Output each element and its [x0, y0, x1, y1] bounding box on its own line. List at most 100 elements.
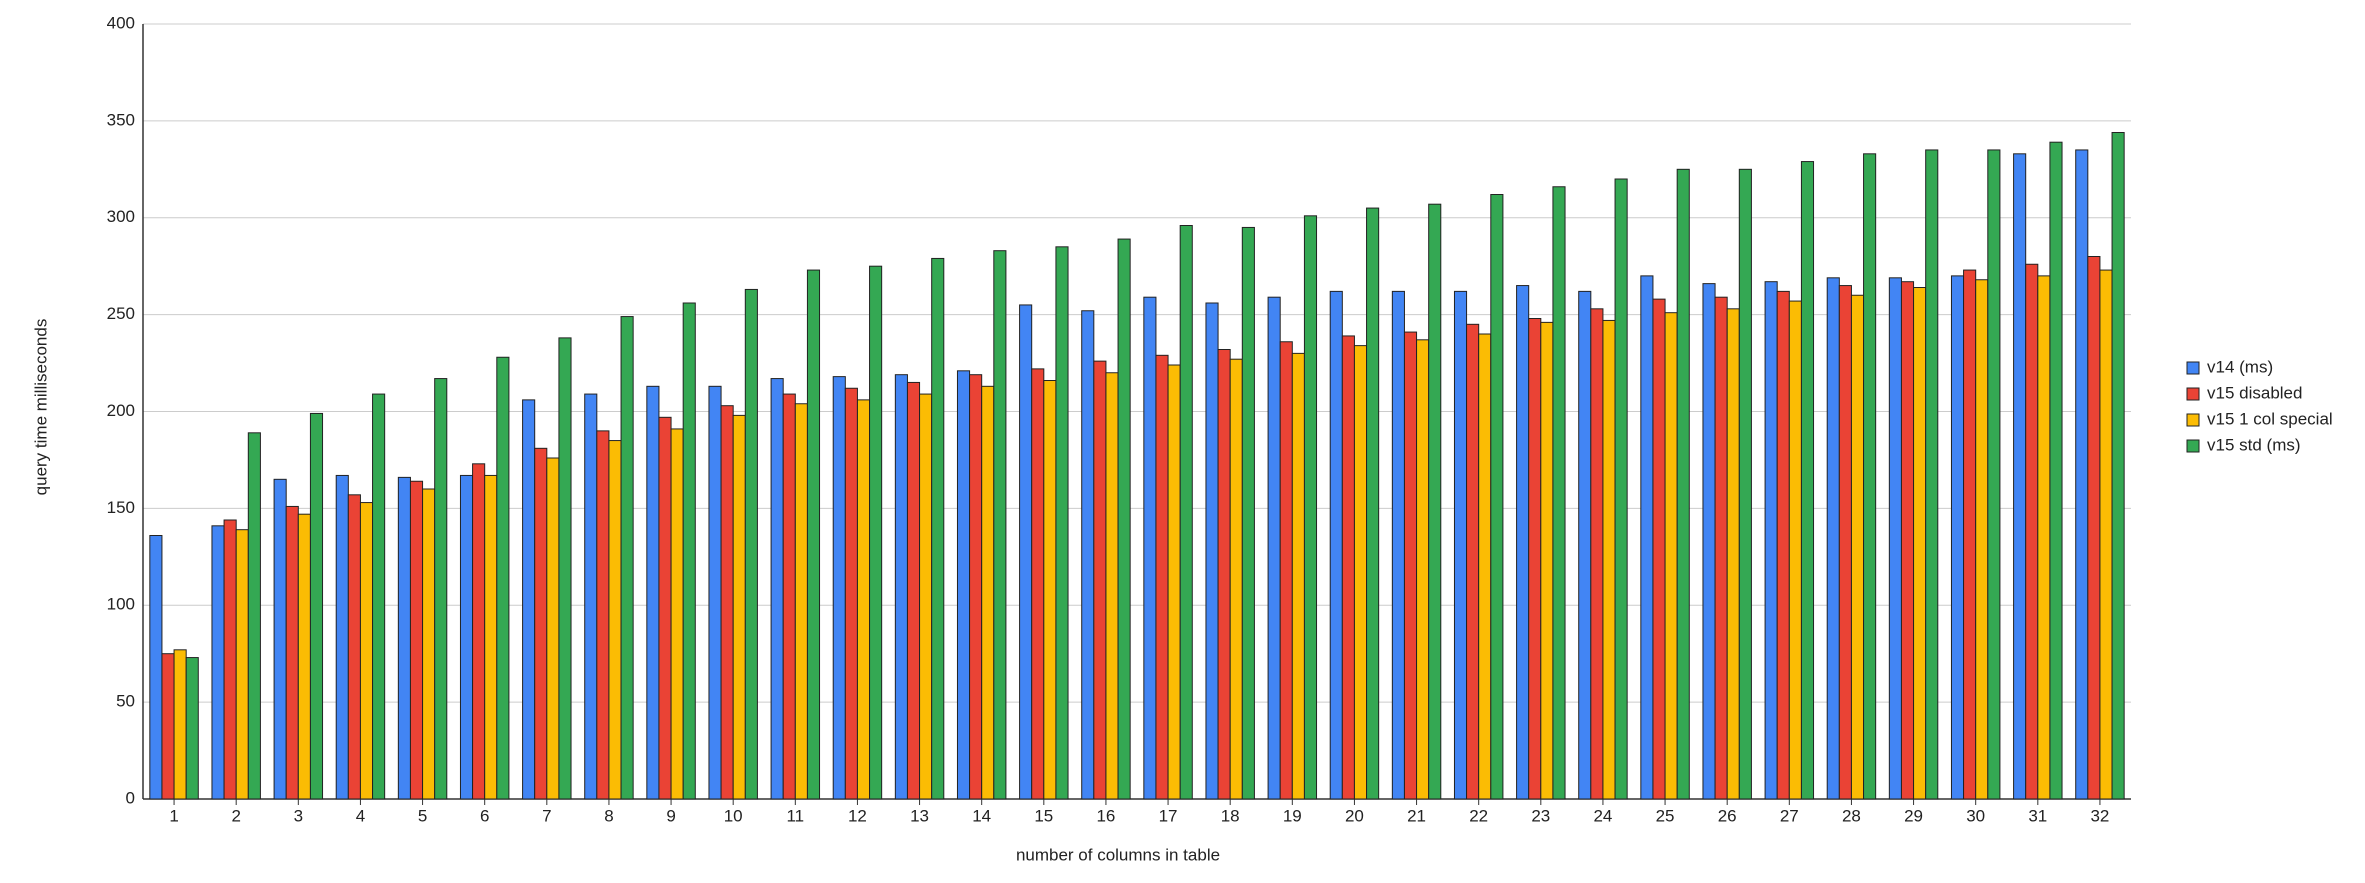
bar	[2025, 263, 2039, 800]
y-tick-label: 150	[107, 498, 135, 517]
bar	[1353, 345, 1368, 800]
bar	[522, 399, 536, 800]
bar	[1179, 225, 1193, 800]
legend-label: v15 1 col special	[2207, 409, 2333, 428]
x-tick-label: 30	[1966, 806, 1985, 825]
bar	[422, 488, 436, 800]
bar	[2037, 275, 2051, 800]
bar	[1726, 308, 1740, 800]
x-tick-label: 16	[1096, 806, 1115, 825]
bar	[1055, 246, 1069, 800]
bar	[2087, 256, 2101, 800]
bar	[1366, 207, 1380, 800]
bar	[2111, 132, 2125, 800]
bar	[223, 519, 237, 800]
bar	[1217, 349, 1231, 800]
bar	[1788, 300, 1802, 800]
x-tick-label: 15	[1034, 806, 1053, 825]
legend-label: v14 (ms)	[2207, 357, 2273, 376]
bar	[744, 288, 758, 800]
bar	[608, 440, 622, 800]
bar	[1303, 215, 1318, 800]
bar	[1516, 285, 1530, 800]
bar	[596, 430, 610, 800]
bar	[832, 376, 846, 800]
bar	[472, 463, 486, 800]
bar	[335, 474, 349, 800]
bar	[1540, 321, 1554, 800]
bar	[1403, 331, 1418, 800]
x-tick-label: 6	[480, 806, 489, 825]
x-tick-label: 20	[1345, 806, 1364, 825]
bar	[1850, 294, 1865, 800]
bar	[1963, 269, 1977, 800]
y-tick-label: 300	[107, 207, 135, 226]
bar	[297, 513, 311, 800]
bar	[1466, 323, 1480, 800]
bar	[1950, 275, 1965, 800]
legend-swatch	[2186, 387, 2200, 401]
y-tick-label: 50	[116, 692, 135, 711]
x-tick-label: 14	[972, 806, 991, 825]
bar	[1081, 310, 1095, 800]
y-tick-label: 200	[107, 401, 135, 420]
bar	[434, 378, 448, 800]
bar	[620, 316, 634, 800]
x-tick-label: 32	[2090, 806, 2109, 825]
x-tick-label: 27	[1780, 806, 1799, 825]
bar	[1143, 296, 1157, 800]
bar	[1329, 290, 1343, 800]
bar	[1826, 277, 1840, 800]
x-tick-label: 9	[666, 806, 675, 825]
bar	[546, 457, 560, 800]
bar	[459, 474, 474, 800]
bar	[1478, 333, 1492, 800]
x-tick-label: 25	[1656, 806, 1675, 825]
bar	[534, 447, 548, 800]
bar	[149, 535, 163, 800]
bar	[309, 412, 324, 800]
bar	[1578, 290, 1592, 800]
bar	[1291, 352, 1305, 800]
bar	[347, 494, 361, 800]
bar	[1229, 358, 1243, 800]
bar	[682, 302, 696, 800]
bar	[856, 399, 871, 800]
y-axis-title: query time milliseconds	[31, 319, 50, 496]
bar	[1279, 341, 1293, 800]
bar	[161, 653, 175, 800]
x-tick-label: 5	[418, 806, 427, 825]
bar	[770, 378, 784, 800]
bar	[1528, 318, 1542, 800]
bar	[1267, 296, 1281, 800]
x-axis-title: number of columns in table	[1016, 845, 1220, 864]
x-tick-label: 11	[786, 806, 804, 825]
bar	[1241, 226, 1255, 800]
bar	[1664, 312, 1678, 800]
bar	[235, 529, 249, 800]
bar	[372, 393, 386, 800]
x-tick-label: 19	[1283, 806, 1302, 825]
bar	[844, 387, 858, 800]
bar	[1391, 290, 1405, 800]
bar	[782, 393, 796, 800]
bar	[1776, 290, 1790, 800]
y-tick-label: 0	[126, 788, 135, 807]
legend-label: v15 std (ms)	[2207, 435, 2301, 454]
y-tick-label: 400	[107, 13, 135, 32]
bar	[1590, 308, 1604, 800]
bar	[1800, 161, 1815, 800]
bar	[1428, 203, 1442, 800]
bar	[1490, 194, 1504, 800]
bar	[1913, 287, 1927, 800]
x-tick-label: 18	[1221, 806, 1240, 825]
x-tick-label: 28	[1842, 806, 1861, 825]
x-tick-label: 3	[294, 806, 303, 825]
bar	[894, 374, 908, 800]
bar	[931, 257, 945, 800]
bar	[584, 393, 598, 800]
x-tick-label: 21	[1407, 806, 1426, 825]
bar	[1167, 364, 1181, 800]
bar	[869, 265, 883, 800]
